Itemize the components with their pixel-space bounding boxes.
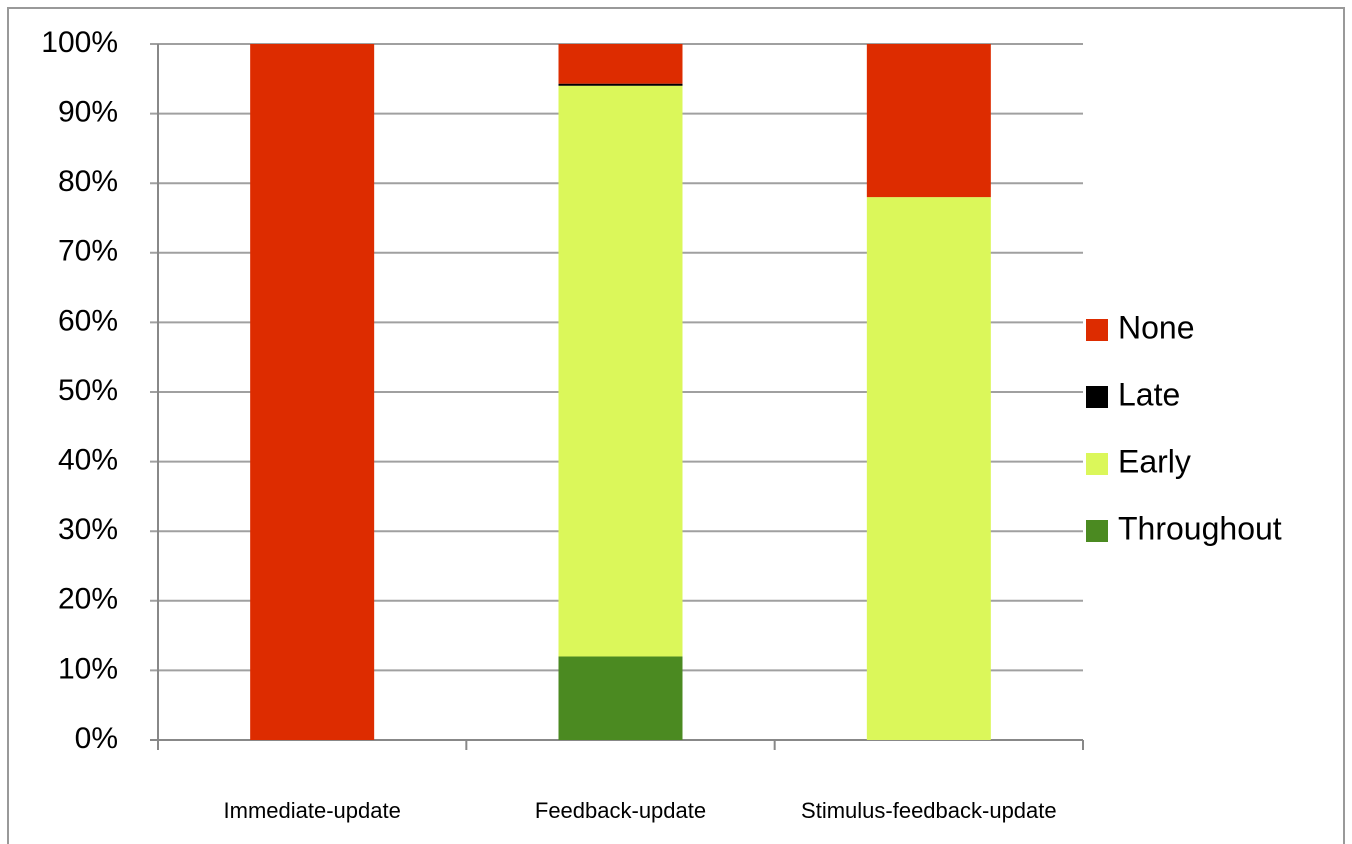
legend-swatch	[1086, 520, 1108, 542]
bar-segment	[558, 83, 683, 86]
x-tick-label: Stimulus-feedback-update	[801, 798, 1057, 823]
y-tick-label: 50%	[58, 374, 118, 407]
y-tick-label: 20%	[58, 583, 118, 616]
y-tick-label: 80%	[58, 165, 118, 198]
x-tick-label: Feedback-update	[535, 798, 706, 823]
bar-segment	[250, 44, 375, 740]
legend-swatch	[1086, 453, 1108, 475]
y-tick-label: 60%	[58, 304, 118, 337]
bar-segment	[558, 656, 683, 740]
legend-swatch	[1086, 386, 1108, 408]
x-tick-label: Immediate-update	[224, 798, 401, 823]
y-tick-label: 90%	[58, 96, 118, 129]
legend-label: Throughout	[1118, 510, 1282, 546]
legend-label: None	[1118, 309, 1195, 345]
legend-swatch	[1086, 319, 1108, 341]
bar-segment	[558, 44, 683, 84]
bar-segment	[558, 85, 683, 657]
legend-label: Early	[1118, 443, 1191, 479]
y-tick-label: 70%	[58, 235, 118, 268]
y-tick-label: 10%	[58, 652, 118, 685]
y-tick-label: 0%	[75, 722, 118, 755]
bar-segment	[866, 197, 991, 740]
legend-label: Late	[1118, 376, 1180, 412]
y-tick-label: 100%	[41, 26, 118, 59]
bar-segment	[866, 44, 991, 198]
y-tick-label: 30%	[58, 513, 118, 546]
y-tick-label: 40%	[58, 444, 118, 477]
